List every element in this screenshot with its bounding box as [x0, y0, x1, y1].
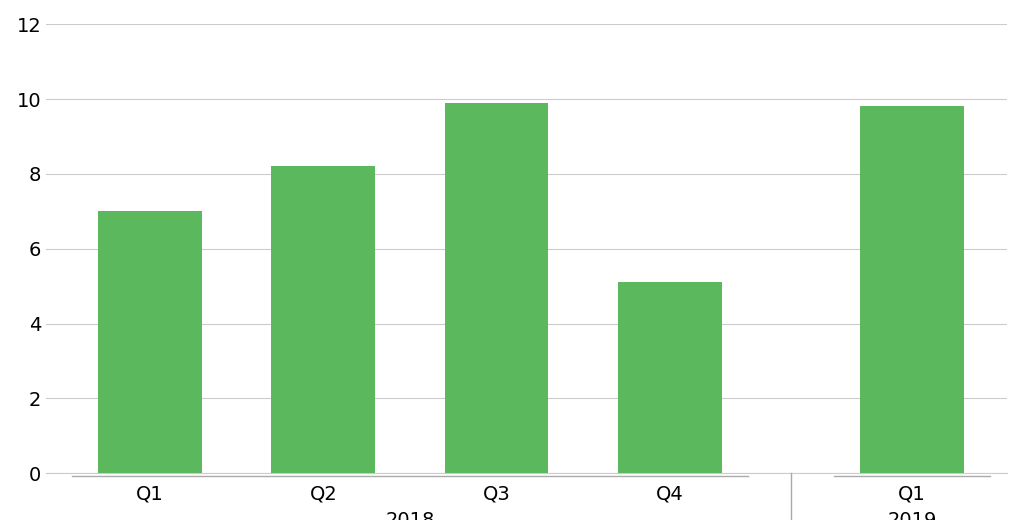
Bar	[860, 107, 964, 473]
Text: 2019: 2019	[888, 511, 937, 520]
Bar	[444, 103, 549, 473]
Bar	[617, 282, 722, 473]
Text: 2018: 2018	[385, 511, 434, 520]
Bar	[271, 166, 375, 473]
Bar	[98, 211, 202, 473]
